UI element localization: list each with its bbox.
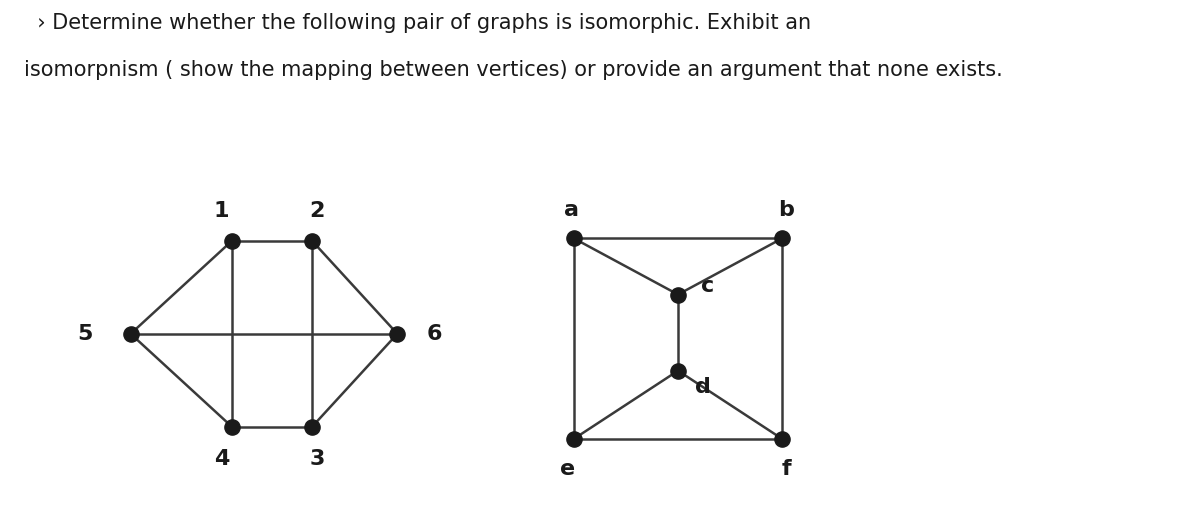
Text: isomorpnism ( show the mapping between vertices) or provide an argument that non: isomorpnism ( show the mapping between v… xyxy=(24,60,1003,80)
Text: e: e xyxy=(560,459,575,479)
Point xyxy=(222,237,241,245)
Text: 3: 3 xyxy=(310,448,325,469)
Point xyxy=(388,330,407,338)
Point xyxy=(564,435,583,443)
Point xyxy=(668,290,688,299)
Point xyxy=(222,423,241,431)
Text: a: a xyxy=(564,201,580,220)
Text: 5: 5 xyxy=(78,324,94,344)
Point xyxy=(302,423,322,431)
Text: 4: 4 xyxy=(214,448,229,469)
Point xyxy=(121,330,140,338)
Text: f: f xyxy=(781,459,791,479)
Text: 6: 6 xyxy=(427,324,443,344)
Text: 1: 1 xyxy=(214,201,229,221)
Text: 2: 2 xyxy=(310,201,325,221)
Text: › Determine whether the following pair of graphs is isomorphic. Exhibit an: › Determine whether the following pair o… xyxy=(24,13,811,33)
Point xyxy=(773,234,792,243)
Text: b: b xyxy=(779,201,794,220)
Point xyxy=(668,366,688,375)
Text: d: d xyxy=(695,377,710,397)
Point xyxy=(773,435,792,443)
Point xyxy=(302,237,322,245)
Point xyxy=(564,234,583,243)
Text: c: c xyxy=(701,277,714,297)
